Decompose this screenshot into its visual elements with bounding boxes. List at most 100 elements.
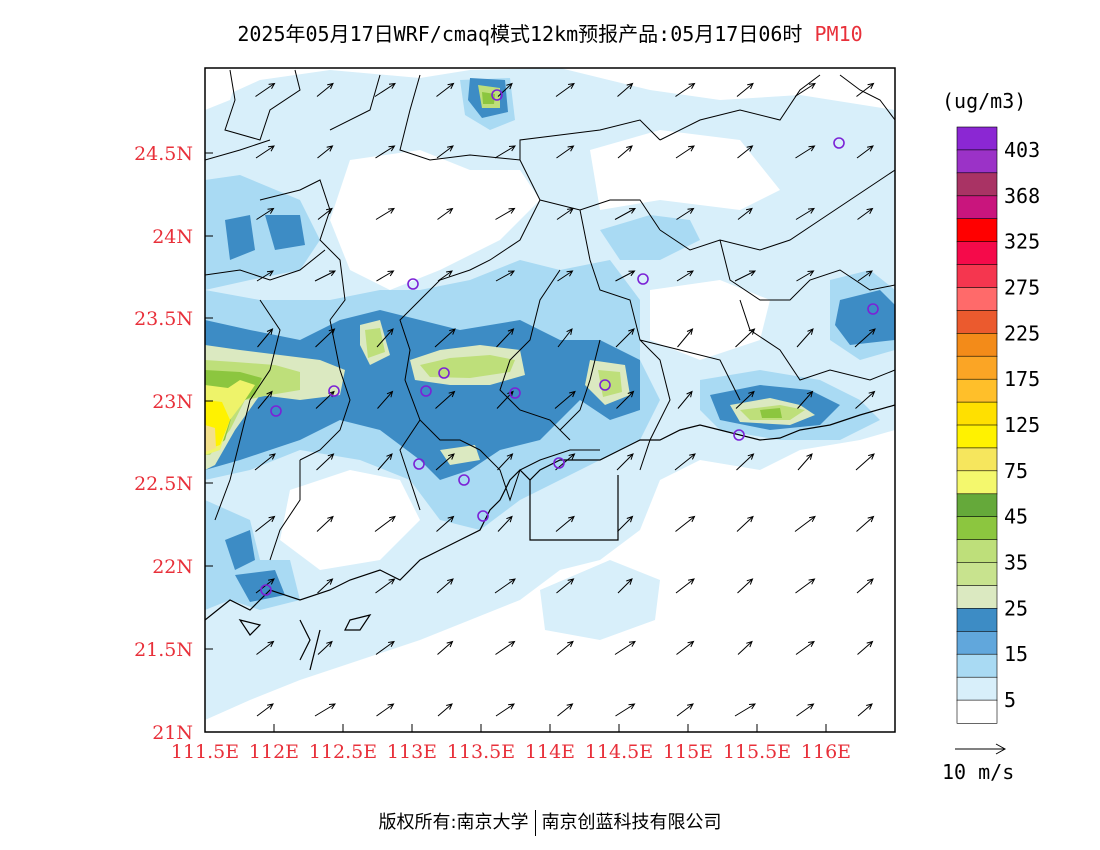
wind-arrow [614, 207, 637, 220]
colorbar-swatch [956, 424, 998, 449]
lon-tick-label: 111.5E [171, 741, 239, 763]
lon-tick-label: 113.5E [447, 741, 515, 763]
wind-arrow [734, 703, 756, 717]
wind-arrow [795, 578, 816, 594]
longitude-axis: 111.5E 112E 112.5E 113E 113.5E 114E 114.5E 115E… [171, 724, 851, 763]
station-marker [491, 89, 503, 101]
colorbar-swatch [956, 195, 998, 220]
lat-tick-label: 23N [152, 391, 193, 413]
wind-arrow [617, 82, 634, 97]
wind-arrow [494, 145, 516, 159]
wind-arrow [675, 82, 696, 97]
wind-arrow [557, 270, 574, 282]
wind-arrow [616, 390, 635, 409]
wind-arrow [437, 640, 454, 655]
wind-arrow [316, 82, 334, 97]
wind-arrow [735, 328, 756, 348]
wind-arrow [496, 328, 515, 348]
wind-scale-label: 10 m/s [942, 760, 1014, 784]
wind-arrow [676, 207, 695, 220]
station-marker [553, 457, 565, 469]
wind-arrow [675, 578, 695, 594]
station-marker [328, 385, 340, 397]
coastline [205, 404, 895, 671]
wind-arrow [317, 207, 333, 220]
wind-arrow [436, 145, 454, 159]
concentration-peak [205, 425, 216, 452]
wind-arrow [495, 207, 516, 220]
colorbar-swatch [956, 653, 998, 678]
lon-tick-label: 112.5E [309, 741, 377, 763]
colorbar-swatch [956, 172, 998, 197]
station-marker [599, 379, 611, 391]
colorbar-swatch [956, 516, 998, 541]
lat-tick-label: 21N [152, 722, 193, 744]
wind-arrow [497, 82, 513, 97]
lon-tick-label: 114E [525, 741, 575, 763]
wind-arrow [255, 578, 275, 594]
wind-arrow [617, 145, 633, 159]
colorbar-label: 35 [1004, 551, 1028, 575]
colorbar-swatch [956, 676, 998, 701]
colorbar-swatch [956, 355, 998, 380]
wind-arrow [855, 453, 875, 471]
wind-arrow [495, 640, 516, 655]
colorbar-swatch [956, 310, 998, 334]
wind-arrow [257, 328, 274, 348]
wind-arrow [317, 578, 334, 594]
wind-arrow [437, 703, 453, 717]
wind-arrow [376, 328, 394, 348]
map-title: 2025年05月17日WRF/cmaq模式12km预报产品:05月17日06时 … [0, 18, 1100, 47]
pollutant-label: PM10 [814, 22, 863, 46]
wind-arrow [256, 270, 274, 282]
wind-arrow [556, 640, 574, 655]
wind-arrow [736, 453, 755, 471]
wind-arrow [674, 453, 696, 471]
wind-arrow [794, 82, 816, 97]
station-marker [477, 510, 489, 522]
wind-arrow [255, 82, 276, 97]
wind-arrow [256, 703, 274, 717]
colorbar-label: 175 [1004, 367, 1040, 391]
wind-arrow [856, 145, 874, 159]
colorbar-label: 403 [1004, 138, 1040, 162]
wind-arrow [316, 453, 335, 471]
wind-arrow [495, 270, 516, 282]
wind-arrow [375, 207, 395, 220]
wind-arrow [257, 390, 273, 409]
wind-arrow [615, 703, 636, 717]
colorbar [956, 126, 998, 724]
station-marker [867, 303, 879, 315]
wind-arrow [556, 145, 575, 159]
wind-arrow [615, 270, 636, 282]
wind-arrow [314, 703, 336, 717]
wind-arrow [857, 640, 874, 655]
wind-arrow [556, 207, 574, 220]
wind-arrow [375, 578, 396, 594]
colorbar-label: 275 [1004, 276, 1040, 300]
wind-arrow [437, 270, 453, 282]
wind-arrow [495, 703, 515, 717]
wind-arrow [375, 640, 395, 655]
wind-arrow [675, 515, 696, 532]
wind-arrow [316, 515, 334, 532]
wind-arrow [554, 390, 576, 409]
wind-arrow [494, 578, 516, 594]
wind-arrow [795, 145, 816, 159]
lon-tick-label: 112E [249, 741, 299, 763]
colorbar-swatch [956, 562, 998, 587]
wind-arrow [377, 390, 394, 409]
station-marker [438, 367, 450, 379]
title-main: 2025年05月17日WRF/cmaq模式12km预报产品:05月17日06时 [237, 22, 803, 46]
wind-arrow [857, 703, 873, 717]
wind-arrow [737, 640, 753, 655]
station-marker [413, 458, 425, 470]
colorbar-swatch [956, 699, 998, 724]
wind-arrow [856, 82, 875, 97]
wind-arrow [616, 453, 634, 471]
wind-arrow [255, 515, 276, 532]
wind-arrow [557, 703, 574, 717]
station-marker [833, 137, 845, 149]
wind-arrow [737, 145, 754, 159]
wind-arrow [497, 515, 513, 532]
